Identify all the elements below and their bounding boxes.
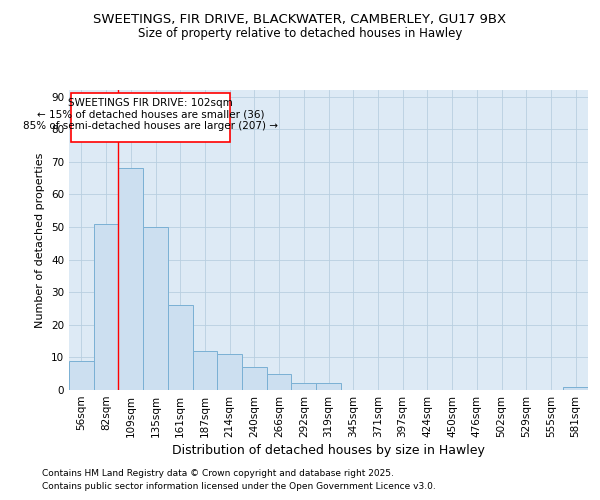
- Bar: [193, 351, 217, 390]
- Text: Contains public sector information licensed under the Open Government Licence v3: Contains public sector information licen…: [42, 482, 436, 491]
- FancyBboxPatch shape: [71, 94, 230, 142]
- Bar: [143, 227, 168, 390]
- Bar: [242, 367, 267, 390]
- Bar: [94, 224, 118, 390]
- Bar: [118, 168, 143, 390]
- Y-axis label: Number of detached properties: Number of detached properties: [35, 152, 46, 328]
- Text: 85% of semi-detached houses are larger (207) →: 85% of semi-detached houses are larger (…: [23, 121, 278, 131]
- Bar: [217, 354, 242, 390]
- Bar: [316, 384, 341, 390]
- Text: Contains HM Land Registry data © Crown copyright and database right 2025.: Contains HM Land Registry data © Crown c…: [42, 468, 394, 477]
- Bar: [292, 384, 316, 390]
- Bar: [267, 374, 292, 390]
- Text: ← 15% of detached houses are smaller (36): ← 15% of detached houses are smaller (36…: [37, 110, 265, 120]
- Bar: [168, 305, 193, 390]
- Text: Size of property relative to detached houses in Hawley: Size of property relative to detached ho…: [138, 28, 462, 40]
- Bar: [563, 386, 588, 390]
- Text: SWEETINGS, FIR DRIVE, BLACKWATER, CAMBERLEY, GU17 9BX: SWEETINGS, FIR DRIVE, BLACKWATER, CAMBER…: [94, 12, 506, 26]
- Text: SWEETINGS FIR DRIVE: 102sqm: SWEETINGS FIR DRIVE: 102sqm: [68, 98, 233, 108]
- X-axis label: Distribution of detached houses by size in Hawley: Distribution of detached houses by size …: [172, 444, 485, 457]
- Bar: [69, 360, 94, 390]
